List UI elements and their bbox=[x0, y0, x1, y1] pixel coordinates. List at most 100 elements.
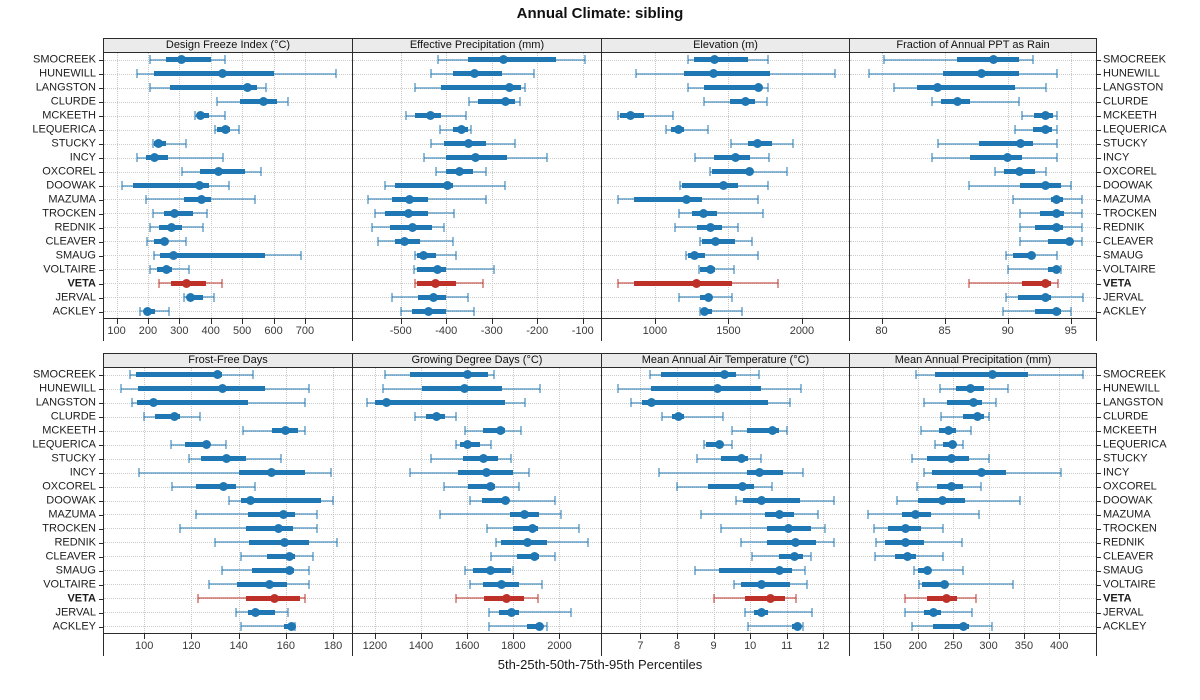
row-tick bbox=[1097, 627, 1101, 628]
row-tick bbox=[99, 403, 103, 404]
panel-plot-area bbox=[850, 368, 1096, 634]
row-tick bbox=[1097, 116, 1101, 117]
x-axis: 80 85 90 95 bbox=[850, 319, 1096, 341]
median-dot bbox=[756, 579, 766, 589]
row-tick bbox=[99, 459, 103, 460]
station-label: SMAUG bbox=[55, 564, 96, 577]
station-label: LANGSTON bbox=[1103, 396, 1164, 409]
median-dot bbox=[496, 426, 506, 436]
whisker-cap bbox=[181, 167, 184, 177]
whisker-cap bbox=[694, 153, 697, 163]
median-dot bbox=[922, 565, 932, 575]
row-tick bbox=[1097, 312, 1101, 313]
x-axis-tick-label: 90 bbox=[1001, 325, 1014, 337]
horizontal-grid-line bbox=[104, 241, 352, 243]
whisker-cap bbox=[1055, 139, 1058, 149]
row-tick bbox=[99, 557, 103, 558]
station-label: LANGSTON bbox=[35, 81, 96, 94]
station-label: JERVAL bbox=[55, 291, 96, 304]
whisker-cap bbox=[967, 181, 970, 190]
whisker-cap bbox=[762, 208, 765, 218]
row-tick bbox=[1097, 74, 1101, 75]
median-dot bbox=[1052, 306, 1062, 316]
row-tick bbox=[1097, 599, 1101, 600]
whisker-5-95 bbox=[744, 611, 813, 614]
station-label: STUCKY bbox=[1103, 137, 1148, 150]
whisker-cap bbox=[962, 440, 965, 450]
median-dot bbox=[242, 83, 252, 93]
whisker-5-95 bbox=[662, 415, 723, 418]
median-dot bbox=[774, 509, 784, 519]
whisker-cap bbox=[264, 83, 267, 93]
median-dot bbox=[418, 250, 428, 260]
horizontal-grid-line bbox=[104, 612, 352, 614]
station-label: VOLTAIRE bbox=[43, 263, 96, 276]
row-tick bbox=[1097, 529, 1101, 530]
whisker-cap bbox=[510, 454, 513, 464]
iqr-bar-25-75 bbox=[133, 183, 210, 188]
median-dot bbox=[522, 537, 532, 547]
whisker-cap bbox=[942, 523, 945, 533]
whisker-cap bbox=[730, 139, 733, 149]
whisker-cap bbox=[171, 482, 174, 492]
whisker-cap bbox=[280, 454, 283, 464]
row-tick bbox=[1097, 60, 1101, 61]
station-label: JERVAL bbox=[1103, 291, 1144, 304]
whisker-cap bbox=[287, 607, 290, 617]
whisker-cap bbox=[332, 496, 335, 505]
station-label: ACKLEY bbox=[52, 305, 96, 318]
x-axis-tick-label: 150 bbox=[873, 640, 892, 652]
row-tick bbox=[1097, 186, 1101, 187]
whisker-cap bbox=[1060, 468, 1063, 478]
horizontal-grid-line bbox=[353, 129, 601, 131]
whisker-cap bbox=[883, 55, 886, 65]
whisker-cap bbox=[131, 398, 134, 408]
whisker-cap bbox=[413, 83, 416, 93]
whisker-cap bbox=[730, 426, 733, 436]
whisker-cap bbox=[694, 565, 697, 575]
x-axis-tick bbox=[333, 634, 335, 639]
median-dot bbox=[646, 398, 656, 408]
median-dot bbox=[946, 482, 956, 492]
iqr-bar-25-75 bbox=[934, 372, 1029, 378]
median-dot bbox=[500, 97, 510, 107]
row-tick bbox=[99, 515, 103, 516]
whisker-cap bbox=[767, 83, 770, 93]
whisker-cap bbox=[488, 621, 491, 631]
whisker-cap bbox=[414, 412, 417, 422]
trellis-panels: SMOCREEK HUNEWILL LANGSTON CLURDE MCKEETH LEQ… bbox=[0, 38, 1200, 668]
x-axis-tick bbox=[1007, 319, 1009, 324]
station-label: HUNEWILL bbox=[1103, 382, 1160, 395]
whisker-cap bbox=[583, 55, 586, 65]
whisker-cap bbox=[239, 621, 242, 631]
x-axis-tick bbox=[191, 634, 193, 639]
x-axis-tick bbox=[400, 319, 402, 324]
iqr-bar-25-75 bbox=[467, 57, 557, 63]
whisker-cap bbox=[151, 139, 154, 149]
whisker-cap bbox=[1001, 306, 1004, 316]
station-label-column-left: SMOCREEK HUNEWILL LANGSTON CLURDE MCKEETH LEQ… bbox=[0, 353, 103, 656]
median-dot bbox=[381, 398, 391, 408]
median-dot bbox=[217, 384, 227, 394]
x-axis-tick-label: -400 bbox=[435, 325, 458, 337]
whisker-cap bbox=[920, 426, 923, 436]
whisker-cap bbox=[930, 97, 933, 107]
median-dot bbox=[753, 83, 763, 93]
whisker-cap bbox=[315, 509, 318, 519]
whisker-cap bbox=[308, 579, 311, 589]
whisker-cap bbox=[994, 167, 997, 177]
whisker-cap bbox=[335, 537, 338, 547]
x-axis-tick-label: 250 bbox=[944, 640, 963, 652]
horizontal-grid-line bbox=[104, 143, 352, 145]
whisker-5-95 bbox=[139, 471, 331, 474]
whisker-cap bbox=[962, 565, 965, 575]
row-tick bbox=[99, 214, 103, 215]
whisker-cap bbox=[495, 537, 498, 547]
median-dot bbox=[938, 496, 948, 505]
row-tick bbox=[1097, 242, 1101, 243]
whisker-cap bbox=[912, 565, 915, 575]
whisker-cap bbox=[767, 181, 770, 190]
x-axis-tick-label: 8 bbox=[673, 640, 681, 652]
whisker-cap bbox=[468, 579, 471, 589]
whisker-cap bbox=[485, 523, 488, 533]
